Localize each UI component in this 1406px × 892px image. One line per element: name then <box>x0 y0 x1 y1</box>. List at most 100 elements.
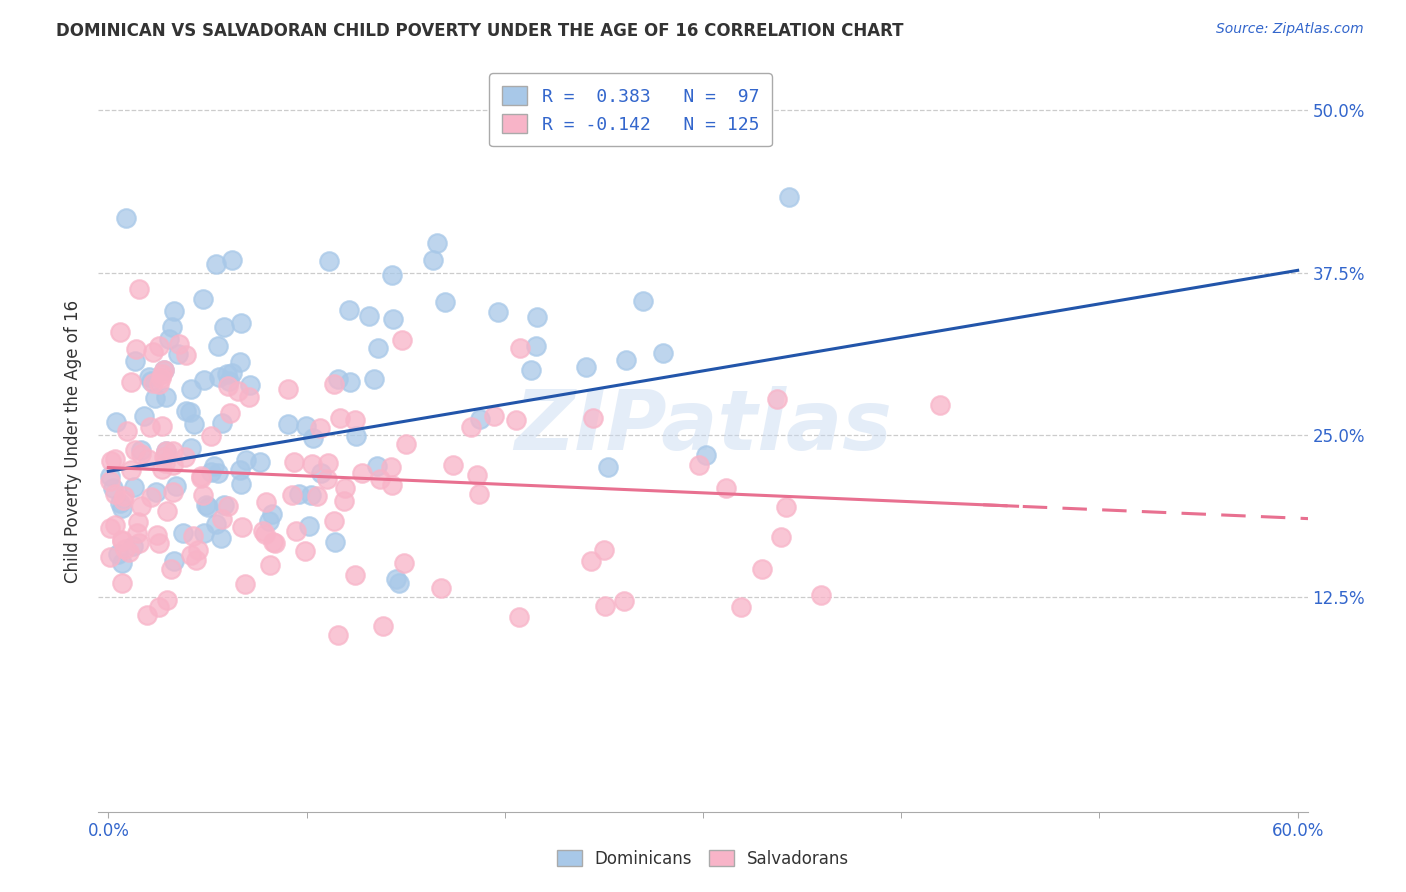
Point <box>316 456 339 470</box>
Point <box>173 450 195 464</box>
Point <box>309 467 332 481</box>
Point <box>193 374 215 388</box>
Point <box>114 542 136 557</box>
Point <box>193 292 215 306</box>
Point <box>426 235 449 250</box>
Point <box>167 346 190 360</box>
Point <box>388 575 411 590</box>
Point <box>326 628 349 642</box>
Point <box>98 474 121 488</box>
Point <box>226 384 249 398</box>
Point <box>422 252 444 267</box>
Point <box>148 599 170 614</box>
Point <box>139 420 162 434</box>
Point <box>778 189 800 203</box>
Point <box>505 413 527 427</box>
Point <box>366 459 388 474</box>
Point <box>141 490 163 504</box>
Point <box>524 339 547 353</box>
Point <box>333 494 356 508</box>
Point <box>128 282 150 296</box>
Point <box>124 354 146 368</box>
Point <box>730 599 752 614</box>
Point <box>218 406 240 420</box>
Point <box>207 339 229 353</box>
Point <box>391 333 413 347</box>
Point <box>104 452 127 467</box>
Point <box>155 443 177 458</box>
Point <box>200 428 222 442</box>
Point <box>395 437 418 451</box>
Point <box>352 467 374 481</box>
Point <box>229 317 252 331</box>
Point <box>211 416 233 430</box>
Point <box>100 453 122 467</box>
Point <box>298 518 321 533</box>
Point <box>367 341 389 355</box>
Point <box>155 390 177 404</box>
Point <box>508 610 530 624</box>
Point <box>614 353 637 368</box>
Point <box>323 377 346 392</box>
Point <box>150 367 173 381</box>
Point <box>429 581 451 595</box>
Point <box>526 310 548 325</box>
Point <box>155 444 177 458</box>
Point <box>305 489 328 503</box>
Point <box>156 504 179 518</box>
Point <box>259 558 281 572</box>
Point <box>217 499 239 513</box>
Point <box>191 488 214 502</box>
Point <box>153 363 176 377</box>
Point <box>174 348 197 362</box>
Point <box>163 303 186 318</box>
Point <box>190 471 212 485</box>
Point <box>129 442 152 457</box>
Legend: Dominicans, Salvadorans: Dominicans, Salvadorans <box>550 844 856 875</box>
Point <box>110 496 132 510</box>
Point <box>465 467 488 482</box>
Point <box>218 374 240 388</box>
Point <box>180 382 202 396</box>
Point <box>652 346 675 360</box>
Point <box>229 477 252 491</box>
Y-axis label: Child Poverty Under the Age of 16: Child Poverty Under the Age of 16 <box>65 300 83 583</box>
Point <box>212 320 235 334</box>
Point <box>142 376 165 390</box>
Point <box>183 417 205 432</box>
Point <box>209 531 232 545</box>
Point <box>277 382 299 396</box>
Point <box>316 473 339 487</box>
Point <box>371 619 394 633</box>
Point <box>613 594 636 608</box>
Point <box>326 372 349 386</box>
Text: Source: ZipAtlas.com: Source: ZipAtlas.com <box>1216 22 1364 37</box>
Point <box>111 501 134 516</box>
Point <box>470 411 492 425</box>
Point <box>344 429 367 443</box>
Point <box>695 448 717 462</box>
Point <box>323 534 346 549</box>
Point <box>150 462 173 476</box>
Point <box>770 530 793 544</box>
Point <box>159 562 181 576</box>
Point <box>344 413 367 427</box>
Point <box>138 369 160 384</box>
Point <box>631 294 654 309</box>
Point <box>929 398 952 412</box>
Point <box>302 432 325 446</box>
Point <box>124 442 146 457</box>
Point <box>128 536 150 550</box>
Point <box>153 450 176 464</box>
Point <box>257 514 280 528</box>
Point <box>596 460 619 475</box>
Point <box>205 257 228 271</box>
Point <box>202 458 225 473</box>
Point <box>143 392 166 406</box>
Point <box>120 375 142 389</box>
Point <box>207 466 229 480</box>
Point <box>766 392 789 407</box>
Point <box>165 478 187 492</box>
Point <box>381 312 404 326</box>
Point <box>112 489 135 503</box>
